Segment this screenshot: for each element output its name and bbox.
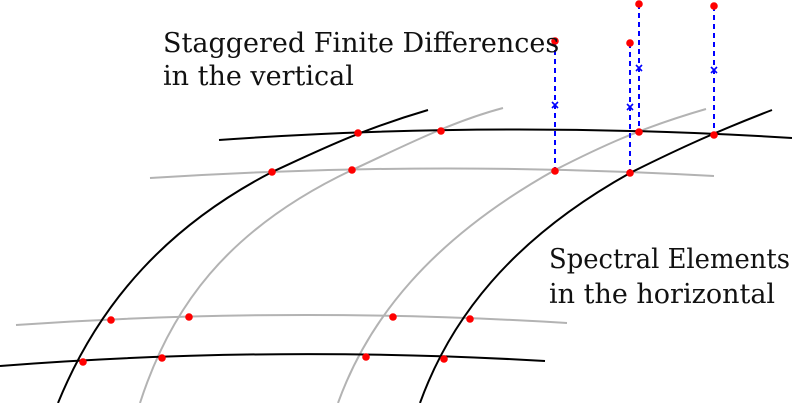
- node-dot-icon: [551, 37, 559, 45]
- staggered-midpoints: [551, 64, 718, 111]
- node-dot-icon: [389, 313, 397, 321]
- node-dot-icon: [710, 131, 718, 139]
- x-marker-icon: [635, 64, 643, 72]
- label-horizontal-line1: Spectral Elements: [549, 244, 790, 275]
- label-vertical-line1: Staggered Finite Differences: [163, 28, 559, 59]
- gll-nodes: [79, 0, 718, 366]
- node-dot-icon: [348, 166, 356, 174]
- node-dot-icon: [710, 2, 718, 10]
- node-dot-icon: [466, 315, 474, 323]
- interior-line-upper: [149, 167, 715, 179]
- node-dot-icon: [626, 39, 634, 47]
- interior-line-lower: [15, 313, 568, 326]
- label-horizontal: Spectral Elements in the horizontal: [549, 244, 790, 310]
- node-dot-icon: [626, 169, 634, 177]
- node-dot-icon: [635, 0, 643, 8]
- node-dot-icon: [185, 313, 193, 321]
- node-dot-icon: [362, 353, 370, 361]
- x-marker-icon: [626, 103, 634, 111]
- node-dot-icon: [79, 358, 87, 366]
- node-dot-icon: [107, 316, 115, 324]
- boundary-line-top: [218, 128, 792, 141]
- node-dot-icon: [437, 127, 445, 135]
- node-dot-icon: [354, 129, 362, 137]
- node-dot-icon: [635, 128, 643, 136]
- node-dot-icon: [551, 167, 559, 175]
- label-horizontal-line2: in the horizontal: [549, 279, 775, 310]
- x-marker-icon: [551, 101, 559, 109]
- boundary-line-bottom: [0, 353, 546, 367]
- label-vertical-line2: in the vertical: [163, 61, 354, 92]
- interior-curve-left: [139, 107, 504, 403]
- vertical-columns: [554, 4, 715, 173]
- node-dot-icon: [158, 354, 166, 362]
- x-marker-icon: [710, 66, 718, 74]
- label-vertical: Staggered Finite Differences in the vert…: [163, 28, 559, 92]
- node-dot-icon: [440, 355, 448, 363]
- node-dot-icon: [268, 168, 276, 176]
- interior-horizontal-lines: [15, 167, 715, 326]
